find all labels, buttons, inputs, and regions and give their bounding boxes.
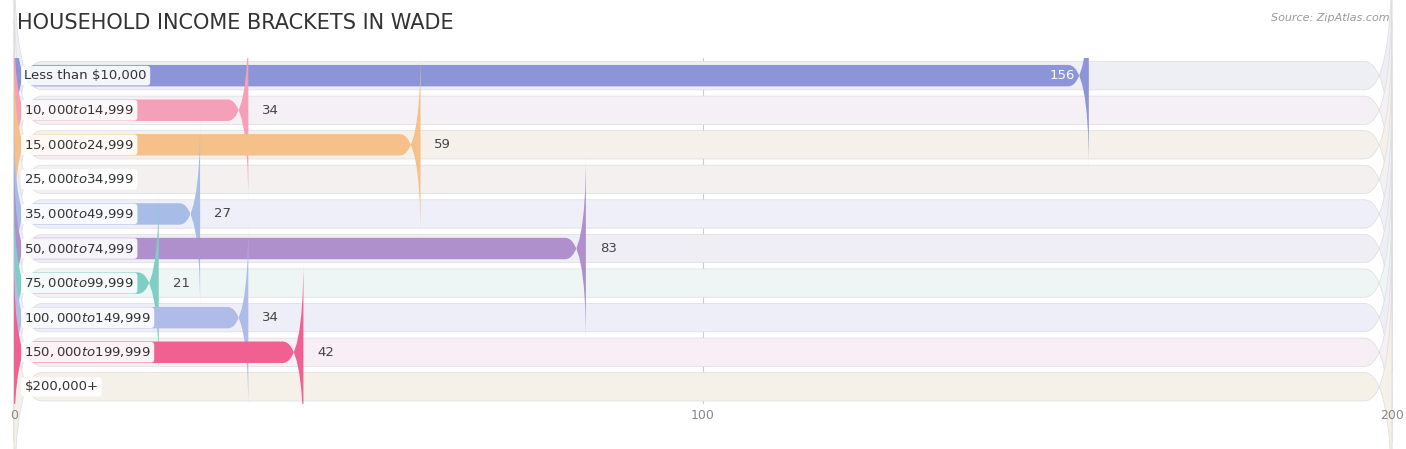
Text: 42: 42 — [318, 346, 335, 359]
FancyBboxPatch shape — [14, 159, 1392, 407]
FancyBboxPatch shape — [14, 228, 1392, 449]
FancyBboxPatch shape — [14, 21, 1392, 269]
Text: 83: 83 — [599, 242, 617, 255]
Text: HOUSEHOLD INCOME BRACKETS IN WADE: HOUSEHOLD INCOME BRACKETS IN WADE — [17, 13, 454, 34]
Text: 27: 27 — [214, 207, 231, 220]
FancyBboxPatch shape — [14, 52, 420, 238]
FancyBboxPatch shape — [14, 90, 1392, 338]
FancyBboxPatch shape — [14, 155, 586, 342]
Text: $200,000+: $200,000+ — [24, 380, 98, 393]
FancyBboxPatch shape — [14, 194, 1392, 442]
FancyBboxPatch shape — [14, 263, 1392, 449]
FancyBboxPatch shape — [14, 121, 200, 307]
Text: 34: 34 — [262, 311, 278, 324]
Text: $50,000 to $74,999: $50,000 to $74,999 — [24, 242, 134, 255]
Text: Source: ZipAtlas.com: Source: ZipAtlas.com — [1271, 13, 1389, 23]
Text: $35,000 to $49,999: $35,000 to $49,999 — [24, 207, 134, 221]
FancyBboxPatch shape — [14, 224, 249, 411]
Text: $100,000 to $149,999: $100,000 to $149,999 — [24, 311, 150, 325]
FancyBboxPatch shape — [14, 0, 1392, 234]
Text: $150,000 to $199,999: $150,000 to $199,999 — [24, 345, 150, 359]
FancyBboxPatch shape — [14, 55, 1392, 304]
FancyBboxPatch shape — [14, 124, 1392, 373]
FancyBboxPatch shape — [14, 0, 1392, 200]
Text: $15,000 to $24,999: $15,000 to $24,999 — [24, 138, 134, 152]
FancyBboxPatch shape — [14, 17, 249, 203]
Text: 0: 0 — [28, 380, 37, 393]
Text: $25,000 to $34,999: $25,000 to $34,999 — [24, 172, 134, 186]
FancyBboxPatch shape — [14, 190, 159, 376]
Text: 59: 59 — [434, 138, 451, 151]
FancyBboxPatch shape — [14, 259, 304, 445]
Text: 21: 21 — [173, 277, 190, 290]
Text: 34: 34 — [262, 104, 278, 117]
Text: 0: 0 — [28, 173, 37, 186]
Text: Less than $10,000: Less than $10,000 — [24, 69, 146, 82]
Text: $75,000 to $99,999: $75,000 to $99,999 — [24, 276, 134, 290]
Text: 156: 156 — [1050, 69, 1076, 82]
Text: $10,000 to $14,999: $10,000 to $14,999 — [24, 103, 134, 117]
FancyBboxPatch shape — [14, 0, 1088, 169]
